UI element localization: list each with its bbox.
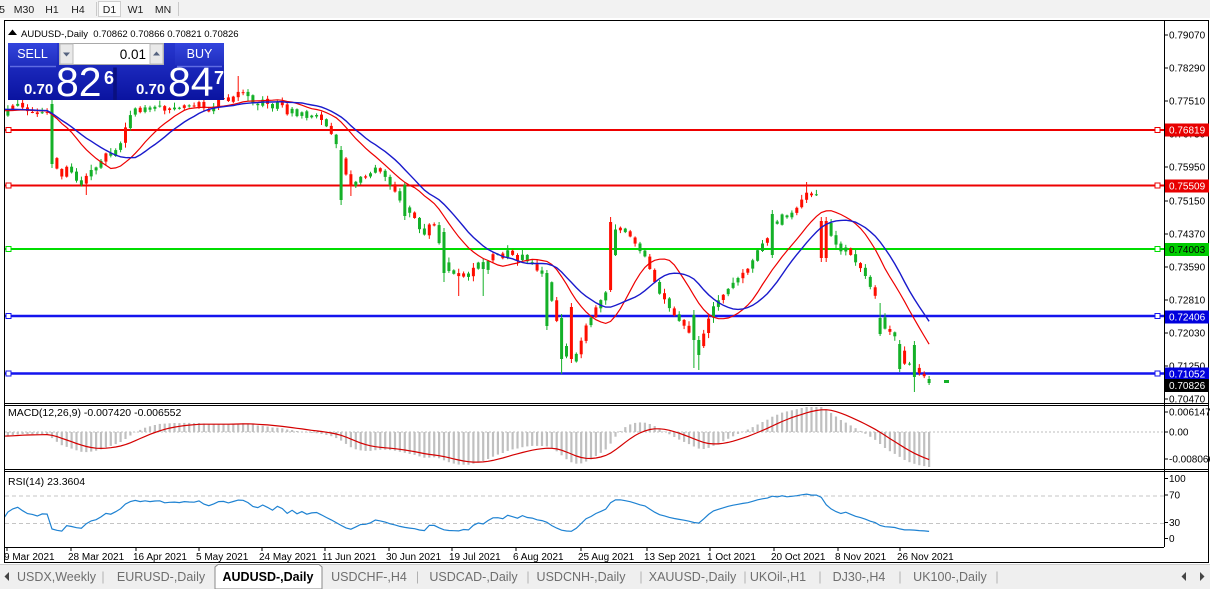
svg-text:H4: H4 [71, 4, 85, 16]
svg-text:0.70470: 0.70470 [1169, 395, 1206, 406]
svg-text:11 Jun 2021: 11 Jun 2021 [322, 552, 377, 563]
svg-text:28 Mar 2021: 28 Mar 2021 [68, 552, 125, 563]
svg-text:82: 82 [56, 59, 102, 105]
svg-text:26 Nov 2021: 26 Nov 2021 [897, 552, 954, 563]
svg-text:D1: D1 [103, 4, 117, 16]
svg-text:8 Nov 2021: 8 Nov 2021 [835, 552, 887, 563]
svg-text:0.74003: 0.74003 [1169, 245, 1206, 256]
svg-text:0.72810: 0.72810 [1169, 296, 1206, 307]
svg-text:6 Aug 2021: 6 Aug 2021 [513, 552, 564, 563]
svg-text:XAUUSD-,Daily: XAUUSD-,Daily [649, 570, 737, 584]
svg-text:MN: MN [155, 4, 171, 16]
svg-text:6: 6 [104, 68, 114, 88]
svg-text:0.00: 0.00 [1169, 428, 1189, 439]
svg-text:0: 0 [1169, 534, 1175, 545]
svg-text:W1: W1 [128, 4, 144, 16]
svg-text:RSI(14) 23.3604: RSI(14) 23.3604 [8, 476, 85, 488]
svg-text:25 Aug 2021: 25 Aug 2021 [578, 552, 635, 563]
svg-text:MACD(12,26,9) -0.007420 -0.006: MACD(12,26,9) -0.007420 -0.006552 [8, 407, 182, 419]
svg-text:0.75509: 0.75509 [1169, 182, 1206, 193]
svg-text:0.76819: 0.76819 [1169, 126, 1206, 137]
svg-text:0.75950: 0.75950 [1169, 163, 1206, 174]
svg-text:|: | [639, 570, 642, 584]
svg-text:0.01: 0.01 [120, 47, 146, 62]
svg-text:0.006147: 0.006147 [1169, 408, 1210, 419]
svg-text:|: | [101, 570, 104, 584]
svg-text:M30: M30 [14, 4, 35, 16]
svg-text:0.75150: 0.75150 [1169, 197, 1206, 208]
svg-text:0.70826: 0.70826 [1169, 381, 1206, 392]
svg-text:100: 100 [1169, 474, 1186, 485]
svg-text:UK100-,Daily: UK100-,Daily [913, 570, 987, 584]
svg-text:BUY: BUY [187, 47, 213, 61]
svg-text:19 Jul 2021: 19 Jul 2021 [449, 552, 501, 563]
svg-text:24 May 2021: 24 May 2021 [259, 552, 317, 563]
svg-text:SELL: SELL [17, 47, 48, 61]
svg-text:30 Jun 2021: 30 Jun 2021 [386, 552, 441, 563]
svg-text:|: | [898, 570, 901, 584]
svg-text:0.70: 0.70 [24, 81, 53, 98]
svg-text:0.71250: 0.71250 [1169, 362, 1206, 373]
svg-text:USDCNH-,Daily: USDCNH-,Daily [537, 570, 627, 584]
svg-text:|: | [526, 570, 529, 584]
svg-text:0.71052: 0.71052 [1169, 370, 1206, 381]
svg-text:70: 70 [1169, 491, 1181, 502]
svg-text:0.79070: 0.79070 [1169, 31, 1206, 42]
svg-text:AUDUSD-,Daily 0.70862 0.70866: AUDUSD-,Daily 0.70862 0.70866 0.70821 0.… [21, 29, 239, 40]
svg-text:9 Mar 2021: 9 Mar 2021 [4, 552, 55, 563]
svg-text:0.77510: 0.77510 [1169, 97, 1206, 108]
svg-text:|: | [818, 570, 821, 584]
svg-text:-0.008066: -0.008066 [1169, 455, 1210, 466]
svg-text:13 Sep 2021: 13 Sep 2021 [644, 552, 701, 563]
svg-text:0.74370: 0.74370 [1169, 230, 1206, 241]
svg-text:DJ30-,H4: DJ30-,H4 [833, 570, 886, 584]
svg-text:16 Apr 2021: 16 Apr 2021 [133, 552, 187, 563]
svg-text:USDX,Weekly: USDX,Weekly [17, 570, 97, 584]
svg-text:5: 5 [0, 4, 5, 16]
svg-text:0.72030: 0.72030 [1169, 329, 1206, 340]
svg-text:|: | [995, 570, 998, 584]
svg-text:UKOil-,H1: UKOil-,H1 [750, 570, 806, 584]
svg-text:USDCAD-,Daily: USDCAD-,Daily [429, 570, 518, 584]
svg-text:30: 30 [1169, 518, 1181, 529]
svg-text:20 Oct 2021: 20 Oct 2021 [771, 552, 826, 563]
svg-text:0.70: 0.70 [136, 81, 165, 98]
svg-text:5 May 2021: 5 May 2021 [196, 552, 249, 563]
svg-text:84: 84 [168, 59, 214, 105]
svg-text:7: 7 [214, 68, 224, 88]
svg-text:EURUSD-,Daily: EURUSD-,Daily [117, 570, 206, 584]
svg-text:|: | [743, 570, 746, 584]
svg-text:0.73590: 0.73590 [1169, 263, 1206, 274]
svg-text:H1: H1 [45, 4, 59, 16]
svg-text:AUDUSD-,Daily: AUDUSD-,Daily [223, 570, 314, 584]
svg-text:USDCHF-,H4: USDCHF-,H4 [331, 570, 407, 584]
svg-text:1 Oct 2021: 1 Oct 2021 [707, 552, 756, 563]
svg-text:0.78290: 0.78290 [1169, 64, 1206, 75]
svg-text:0.72406: 0.72406 [1169, 313, 1206, 324]
svg-text:|: | [416, 570, 419, 584]
